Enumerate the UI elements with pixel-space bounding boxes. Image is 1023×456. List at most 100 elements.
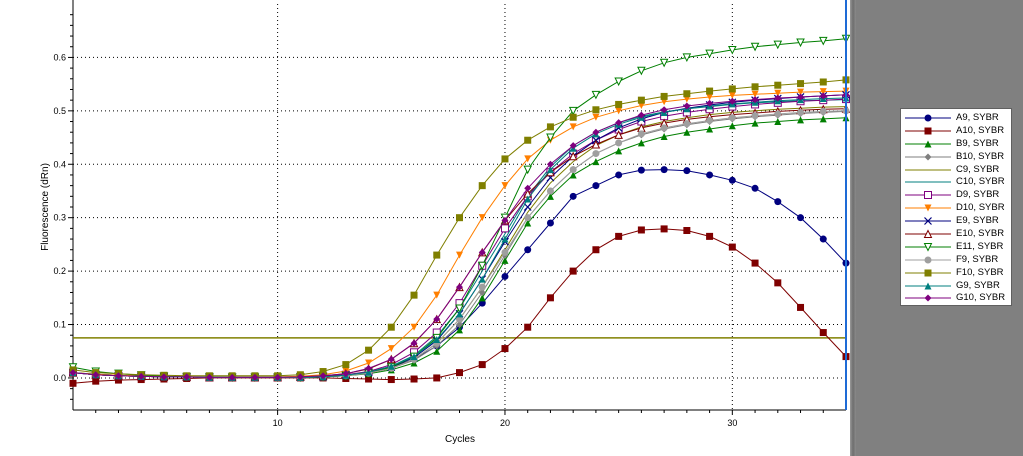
data-point (728, 122, 736, 130)
legend-label: A10, SYBR (956, 124, 1005, 136)
legend-item[interactable]: B10, SYBR (901, 151, 1011, 164)
grid (73, 4, 846, 410)
data-point (478, 288, 486, 296)
data-point (69, 369, 77, 377)
data-point (69, 379, 77, 387)
legend-label: F10, SYBR (956, 266, 1004, 278)
data-point (683, 227, 691, 235)
data-point (682, 53, 692, 63)
legend-label: B10, SYBR (956, 150, 1005, 162)
data-point (660, 98, 668, 106)
data-point (797, 303, 805, 311)
data-point (501, 345, 509, 353)
data-point (592, 128, 600, 136)
y-tick-label: 0.3 (53, 213, 66, 223)
data-point (501, 256, 509, 264)
data-point (818, 36, 828, 46)
data-point (774, 118, 782, 126)
data-point (660, 225, 668, 233)
data-point (728, 114, 736, 122)
data-point (797, 116, 805, 124)
data-point (924, 269, 932, 277)
data-point (819, 92, 827, 100)
data-point (728, 243, 736, 251)
legend-item[interactable]: D9, SYBR (901, 189, 1011, 202)
legend-swatch (905, 229, 951, 239)
legend-item[interactable]: D10, SYBR (901, 202, 1011, 215)
data-point (114, 376, 122, 384)
data-point (433, 315, 441, 323)
data-point (92, 377, 100, 385)
data-point (524, 195, 532, 203)
legend-item[interactable]: F9, SYBR (901, 254, 1011, 267)
data-point (637, 96, 645, 104)
data-point (478, 182, 486, 190)
data-point (387, 323, 395, 331)
data-point (568, 106, 578, 116)
data-point (796, 38, 805, 48)
data-point (342, 370, 350, 378)
legend-label: G9, SYBR (956, 279, 1000, 291)
data-point (924, 256, 932, 264)
data-point (659, 58, 669, 68)
panel-splitter[interactable] (850, 0, 856, 456)
legend-item[interactable]: B9, SYBR (901, 138, 1011, 151)
legend-item[interactable]: A9, SYBR (901, 112, 1011, 125)
data-point (342, 361, 350, 369)
legend-swatch (905, 153, 951, 161)
data-point (410, 353, 418, 361)
data-point (523, 203, 532, 211)
legend-item[interactable]: G10, SYBR (901, 292, 1011, 305)
data-point (433, 335, 441, 343)
data-point (751, 112, 759, 120)
y-tick-label: 0.2 (53, 266, 66, 276)
data-point (228, 373, 236, 381)
legend-label: G10, SYBR (956, 292, 1006, 304)
legend-swatch (905, 181, 951, 183)
data-point (923, 229, 933, 239)
data-point (205, 373, 213, 381)
legend-item[interactable]: F10, SYBR (901, 267, 1011, 280)
data-point (615, 147, 623, 155)
data-point (433, 251, 441, 259)
data-point (751, 90, 759, 98)
data-point (365, 359, 373, 367)
plot-panel: 10 20 30 0.0 0.1 0.2 0.3 0.4 0.5 0.6 Cycles Fluores… (40, 0, 851, 445)
data-point (819, 88, 827, 96)
data-point (728, 45, 737, 55)
data-point (637, 66, 646, 76)
data-point (614, 77, 623, 87)
data-point (728, 91, 736, 99)
data-point (751, 259, 759, 267)
legend-item[interactable]: E10, SYBR (901, 228, 1011, 241)
data-point (387, 355, 395, 363)
data-point (706, 116, 714, 124)
legend-item[interactable]: E9, SYBR (901, 215, 1011, 228)
legend-swatch (905, 204, 951, 212)
legend-item[interactable]: C9, SYBR (901, 164, 1011, 177)
legend-swatch (905, 217, 951, 226)
data-point (546, 187, 554, 195)
data-point (501, 216, 509, 224)
y-axis-title: Fluorescence (dRn) (40, 163, 51, 251)
data-point (319, 372, 327, 380)
legend-label: C9, SYBR (956, 163, 1000, 175)
data-point (706, 93, 714, 101)
legend-item[interactable]: C10, SYBR (901, 176, 1011, 189)
data-point (924, 127, 932, 135)
y-tick-label: 0.5 (53, 106, 66, 116)
data-point (637, 226, 645, 234)
data-point (456, 283, 463, 291)
legend-item[interactable]: G9, SYBR (901, 280, 1011, 293)
data-point (797, 93, 805, 101)
data-point (774, 94, 782, 102)
data-point (660, 92, 668, 100)
data-point (546, 294, 554, 302)
data-point (660, 124, 668, 132)
legend-item[interactable]: A10, SYBR (901, 125, 1011, 138)
legend-label: A9, SYBR (956, 112, 999, 123)
data-point (637, 139, 645, 147)
legend-label: D9, SYBR (956, 189, 1000, 201)
data-point (924, 294, 932, 302)
legend-item[interactable]: E11, SYBR (901, 241, 1011, 254)
